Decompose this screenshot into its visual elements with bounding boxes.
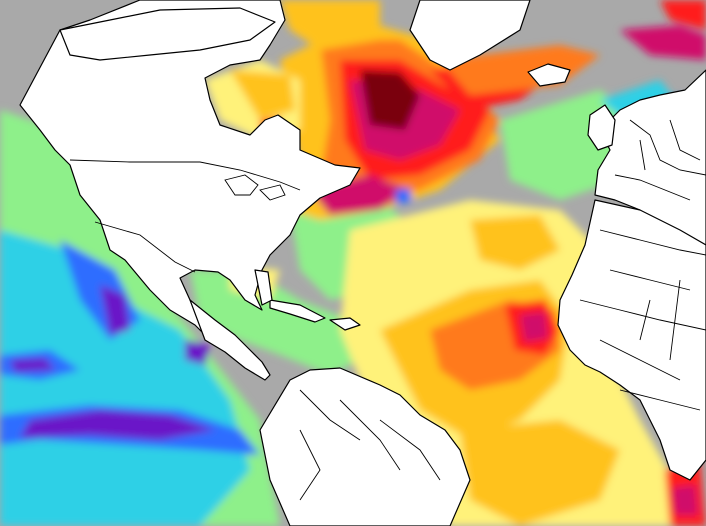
south-atlantic-warm: [460, 420, 620, 526]
central-america-land: [189, 299, 271, 381]
atlantic-warm-north: [470, 215, 560, 270]
us-canada-border: [69, 159, 301, 191]
europe-borders: [614, 119, 706, 201]
north-america-land: [19, 0, 361, 346]
arctic-hot-ne: [660, 0, 706, 30]
greenland-land: [409, 0, 531, 71]
baffin-warm: [280, 0, 380, 50]
british-isles-land: [587, 104, 616, 151]
caribbean-cool: [190, 270, 360, 375]
borders-layer: [69, 119, 706, 501]
us-mexico-border: [94, 221, 196, 273]
pacific-cold-band: [0, 230, 250, 526]
iceland-land: [527, 63, 571, 87]
nova-scotia-cold-spot: [395, 188, 412, 204]
greenland-sea-hot: [620, 25, 706, 60]
pacific-cold-strong-north: [100, 285, 130, 335]
hispaniola-land: [329, 317, 361, 331]
arctic-islands-land: [59, 7, 276, 61]
south-america-borders: [299, 389, 441, 501]
pacific-cold-strong-east: [185, 340, 210, 365]
pacific-cold-strong-west: [10, 358, 55, 372]
south-america-land: [259, 367, 471, 526]
pacific-cold-strong-equator: [20, 410, 215, 440]
atlantic-hot-strong-coast: [520, 312, 548, 342]
north-atlantic-hottest: [360, 70, 420, 130]
africa-borders: [579, 229, 706, 411]
great-lakes: [224, 174, 286, 201]
florida-land: [254, 269, 273, 306]
hudson-bay-warm-mid: [230, 70, 295, 120]
cuba-land: [269, 299, 326, 323]
south-atlantic-hot-strong: [672, 485, 698, 515]
land-layer: [19, 0, 706, 526]
